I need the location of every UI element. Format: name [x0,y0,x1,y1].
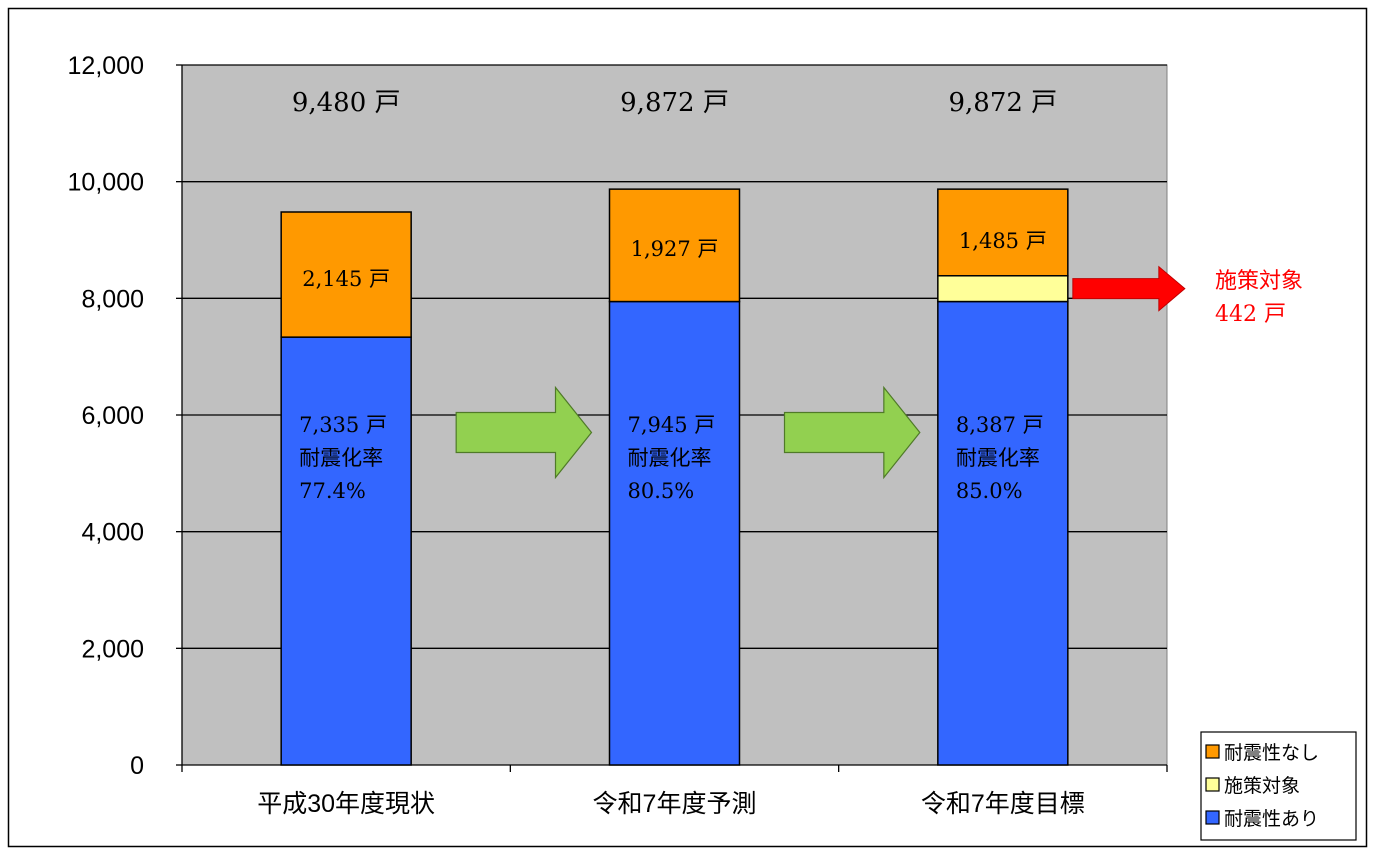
bar-segment [937,188,1069,277]
x-tick-label: 令和7年度予測 [593,790,757,818]
segment-label: 2,145 戸 [302,267,390,291]
y-tick-label: 6,000 [81,402,144,430]
legend-label: 施策対象 [1224,775,1300,797]
green-arrow [455,385,593,480]
callout-label: 施策対象 [1215,269,1303,294]
total-label: 9,480 戸 [292,88,401,118]
segment-label: 80.5% [628,479,695,503]
x-tick-label: 平成30年度現状 [257,790,435,818]
bar-segment [937,300,1069,766]
y-tick-label: 10,000 [68,169,144,197]
segment-label: 7,335 戸 [299,413,387,437]
bar-segment [608,300,741,766]
legend-box [1200,731,1357,841]
bar-segment [280,211,412,338]
data-labels: 9,480 戸 9,872 戸 9,872 戸 2,145 戸 1,927 戸 1,485… [292,88,1057,503]
segment-label: 耐震化率 [956,446,1040,470]
bar-segment [280,336,412,766]
x-tick-label: 令和7年度目標 [921,790,1085,818]
segment-label: 耐震化率 [628,446,712,470]
segment-label: 1,485 戸 [959,229,1047,253]
y-tick-labels: 0 2,000 4,000 6,000 8,000 10,000 12,000 [68,52,144,780]
bar-segment [937,275,1069,303]
legend-swatch [1205,744,1220,759]
total-label: 9,872 戸 [948,88,1057,118]
segment-label: 77.4% [299,479,366,503]
x-tick-labels: 平成30年度現状 令和7年度予測 令和7年度目標 [257,790,1085,818]
y-tick-label: 2,000 [81,635,144,663]
segment-label: 85.0% [956,479,1023,503]
legend-label: 耐震性あり [1224,808,1319,830]
y-tick-label: 8,000 [81,285,144,313]
bars [280,188,1069,766]
legend-label: 耐震性なし [1224,742,1319,764]
y-tick-label: 12,000 [68,52,144,80]
total-label: 9,872 戸 [620,88,729,118]
bar-segment [608,188,741,303]
segment-label: 耐震化率 [299,446,383,470]
red-arrow [1072,265,1186,312]
arrows [455,385,921,480]
callout-label: 442 戸 [1215,302,1286,327]
y-tick-label: 0 [130,752,144,780]
segment-label: 7,945 戸 [628,413,716,437]
legend-swatch [1205,777,1220,792]
segment-label: 1,927 戸 [631,237,719,261]
green-arrow [783,385,921,480]
legend-swatch [1205,810,1220,825]
callout: 施策対象 442 戸 [1072,265,1303,327]
y-tick-label: 4,000 [81,519,144,547]
segment-label: 8,387 戸 [956,413,1044,437]
